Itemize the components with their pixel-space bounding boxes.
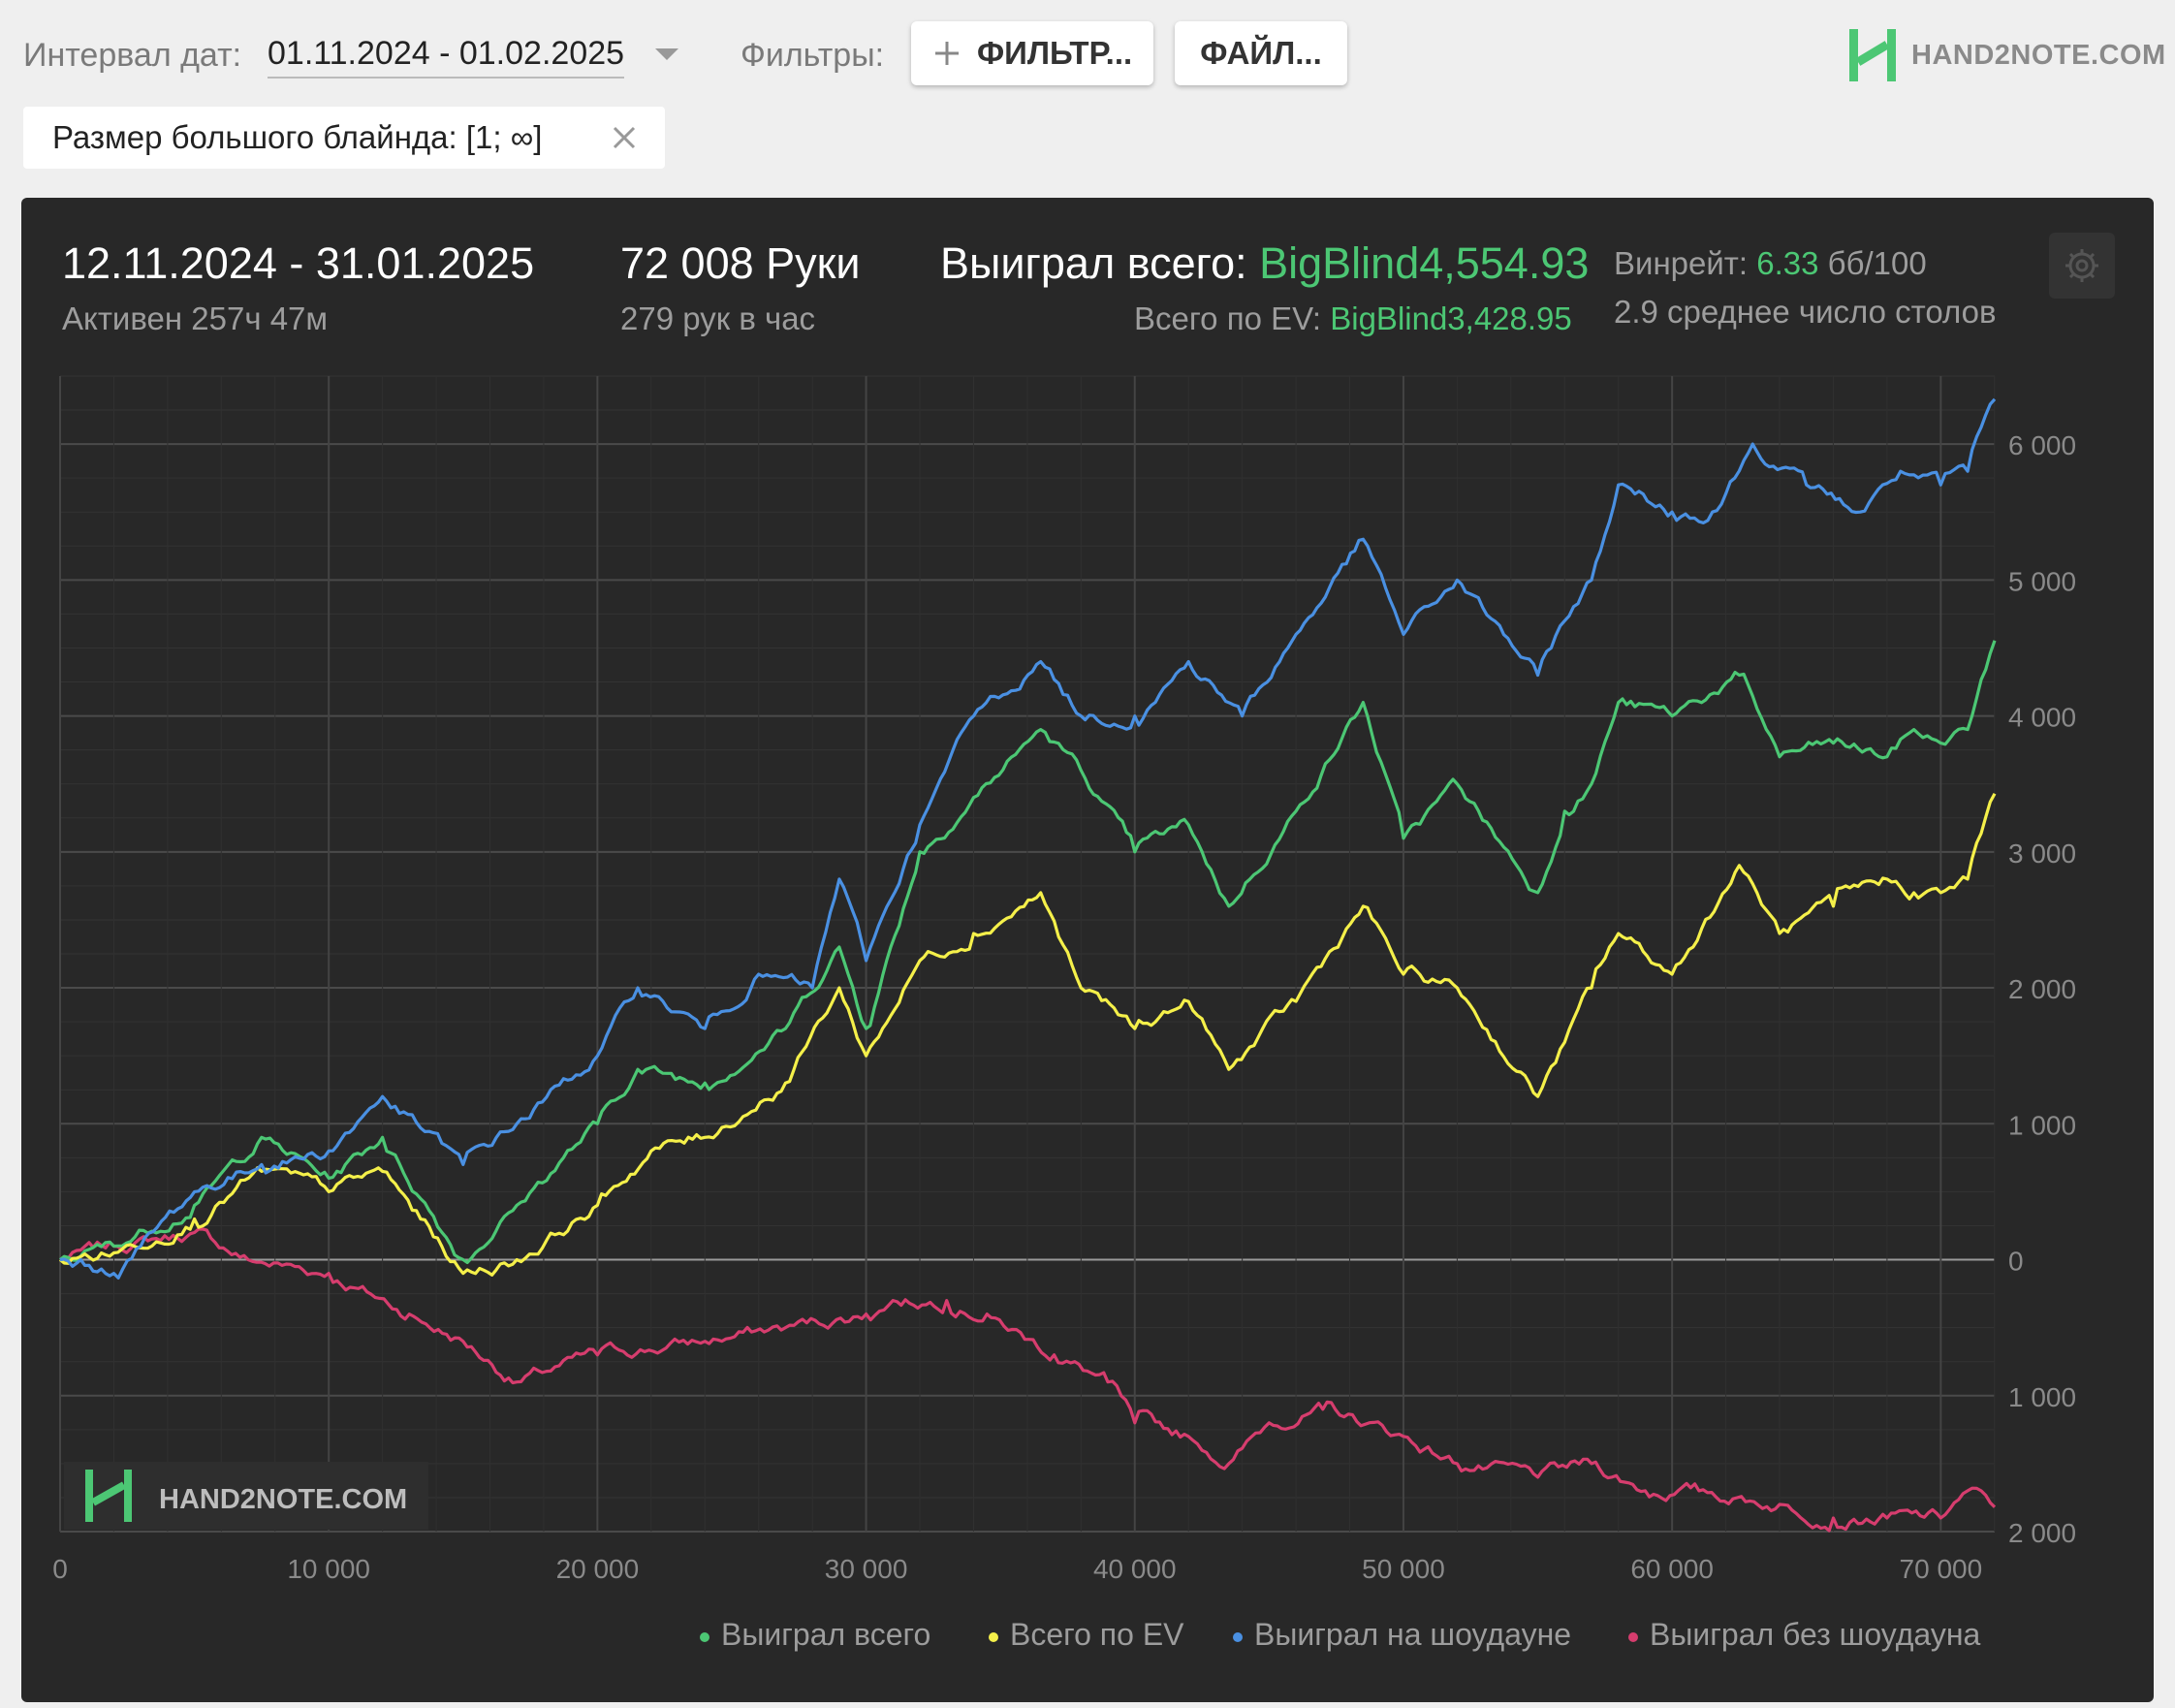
y-tick-label: 5 000 (2008, 566, 2076, 596)
y-tick-label: 6 000 (2008, 430, 2076, 460)
chart-watermark: HAND2NOTE.COM (64, 1462, 428, 1530)
y-tick-label: 2 000 (2008, 1518, 2076, 1548)
series-lines (58, 397, 1997, 1533)
ev-value: BigBlind3,428.95 (1330, 300, 1572, 336)
winrate-value: 6.33 (1756, 245, 1819, 281)
add-filter-label: ФИЛЬТР... (977, 35, 1133, 71)
active-time-text: Активен 257ч 47м (62, 300, 329, 336)
date-interval-label: Интервал дат: (23, 37, 242, 74)
legend-label: Всего по EV (1010, 1617, 1184, 1652)
y-tick-label: 1 000 (2008, 1110, 2076, 1140)
date-interval-select[interactable]: 01.11.2024 - 01.02.2025 (268, 35, 625, 79)
period-text: 12.11.2024 - 31.01.2025 (62, 238, 535, 288)
x-tick-label: 10 000 (287, 1554, 370, 1584)
y-tick-label: 1 000 (2008, 1382, 2076, 1412)
won-total-label: Выиграл всего: (940, 238, 1247, 288)
series-line (59, 397, 1997, 1280)
ev-label: Всего по EV: (1134, 300, 1322, 336)
legend-label: Выиграл всего (721, 1617, 931, 1652)
hands-count: 72 008 Руки (620, 238, 861, 288)
x-tick-label: 70 000 (1900, 1554, 1983, 1584)
add-filter-button[interactable]: ФИЛЬТР... (911, 21, 1153, 85)
toolbar: Интервал дат: 01.11.2024 - 01.02.2025 Фи… (0, 0, 2175, 107)
close-icon[interactable] (609, 122, 640, 153)
legend-item[interactable]: Выиграл на шоудауне (1233, 1617, 1571, 1653)
x-tick-label: 40 000 (1093, 1554, 1177, 1584)
series-line (58, 792, 1997, 1277)
y-tick-label: 4 000 (2008, 703, 2076, 733)
file-button-label: ФАЙЛ... (1200, 35, 1322, 71)
legend-dot-icon (700, 1631, 709, 1642)
legend-dot-icon (1628, 1631, 1638, 1642)
filter-chip-label: Размер большого блайнда: [1; ∞] (52, 119, 543, 155)
legend-item[interactable]: Выиграл без шоудауна (1628, 1617, 1980, 1653)
ev-total-stat: Всего по EV: BigBlind3,428.95 (1134, 300, 1572, 337)
series-line (59, 640, 1997, 1265)
plus-icon (935, 42, 959, 65)
graph-panel (21, 198, 2154, 1702)
winrate-stat: Винрейт: 6.33 бб/100 (1614, 245, 1927, 282)
legend-dot-icon (1233, 1631, 1243, 1642)
won-total-stat: Выиграл всего: BigBlind4,554.93 (940, 238, 1589, 289)
y-tick-label: 2 000 (2008, 974, 2076, 1004)
y-tick-label: 0 (2008, 1247, 2024, 1277)
y-tick-label: 3 000 (2008, 838, 2076, 869)
legend-dot-icon (989, 1631, 998, 1642)
gear-icon (2065, 249, 2098, 282)
legend-label: Выиграл на шоудауне (1254, 1617, 1572, 1652)
legend-item[interactable]: Всего по EV (989, 1617, 1184, 1653)
won-total-value: BigBlind4,554.93 (1259, 238, 1590, 288)
avg-tables-wrap: 2.9 среднее число столов (1614, 294, 2011, 331)
x-axis-labels: 0 10 000 20 000 30 000 40 000 50 000 60 000 70 … (52, 1554, 1982, 1584)
x-tick-label: 60 000 (1630, 1554, 1714, 1584)
grid (59, 375, 1996, 1533)
hands-per-hour: 279 рук в час (620, 300, 816, 336)
x-tick-label: 20 000 (556, 1554, 640, 1584)
legend-item[interactable]: Выиграл всего (700, 1617, 930, 1653)
watermark-text: HAND2NOTE.COM (159, 1484, 407, 1515)
winrate-label: Винрейт: (1614, 245, 1749, 281)
x-tick-label: 0 (52, 1554, 68, 1584)
legend-label: Выиграл без шоудауна (1650, 1617, 1981, 1652)
filter-chip: Размер большого блайнда: [1; ∞] (23, 107, 665, 169)
hand2note-logo-icon (1849, 29, 1896, 81)
brand-logo: HAND2NOTE.COM (1847, 27, 2166, 83)
filters-label: Фильтры: (741, 37, 885, 74)
avg-tables-text: 2.9 среднее число столов (1614, 294, 1997, 330)
series-line (59, 1227, 1997, 1533)
x-tick-label: 50 000 (1362, 1554, 1445, 1584)
chevron-down-icon[interactable] (655, 48, 678, 60)
logo-text: HAND2NOTE.COM (1911, 39, 2166, 71)
x-tick-label: 30 000 (825, 1554, 908, 1584)
settings-button[interactable] (2049, 233, 2115, 299)
winrate-unit: бб/100 (1827, 245, 1927, 281)
file-button[interactable]: ФАЙЛ... (1175, 21, 1347, 85)
y-axis-labels: 6 000 5 000 4 000 3 000 2 000 1 000 0 1 000 2 00… (2008, 430, 2076, 1548)
